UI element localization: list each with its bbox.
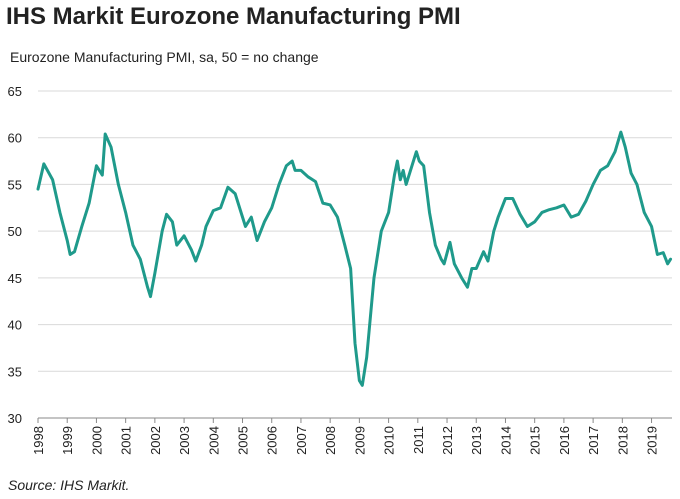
x-tick-label: 2001 bbox=[119, 426, 134, 455]
x-tick-label: 2008 bbox=[323, 426, 338, 455]
y-tick-label: 55 bbox=[8, 177, 22, 192]
x-tick-label: 2000 bbox=[89, 426, 104, 455]
x-tick-label: 2015 bbox=[528, 426, 543, 455]
x-tick-label: 2011 bbox=[411, 426, 426, 454]
x-tick-label: 2017 bbox=[586, 426, 601, 455]
x-tick-label: 1999 bbox=[60, 426, 75, 455]
x-tick-label: 2006 bbox=[265, 426, 280, 455]
y-tick-label: 30 bbox=[8, 411, 22, 426]
y-tick-label: 40 bbox=[8, 318, 22, 333]
pmi-line bbox=[36, 130, 673, 387]
source-note: Source: IHS Markit. bbox=[8, 477, 129, 493]
x-tick-label: 2004 bbox=[206, 426, 221, 455]
chart-subtitle: Eurozone Manufacturing PMI, sa, 50 = no … bbox=[10, 49, 319, 65]
x-tick-label: 2016 bbox=[557, 426, 572, 455]
x-tick-label: 2009 bbox=[352, 426, 367, 455]
x-tick-label: 2014 bbox=[498, 426, 513, 455]
x-tick-label: 2013 bbox=[469, 426, 484, 455]
chart-title: IHS Markit Eurozone Manufacturing PMI bbox=[6, 3, 461, 30]
y-tick-label: 35 bbox=[8, 364, 22, 379]
x-tick-label: 2018 bbox=[615, 426, 630, 455]
y-tick-label: 60 bbox=[8, 131, 22, 146]
y-tick-label: 65 bbox=[8, 84, 22, 99]
x-tick-label: 2019 bbox=[645, 426, 660, 455]
x-tick-label: 2003 bbox=[177, 426, 192, 455]
x-tick-label: 2007 bbox=[294, 426, 309, 455]
x-tick-label: 2002 bbox=[148, 426, 163, 455]
x-tick-label: 2012 bbox=[440, 426, 455, 455]
y-tick-label: 50 bbox=[8, 224, 22, 239]
y-tick-label: 45 bbox=[8, 271, 22, 286]
x-tick-label: 2005 bbox=[236, 426, 251, 455]
x-tick-label: 1998 bbox=[31, 426, 46, 455]
x-tick-label: 2010 bbox=[382, 426, 397, 455]
